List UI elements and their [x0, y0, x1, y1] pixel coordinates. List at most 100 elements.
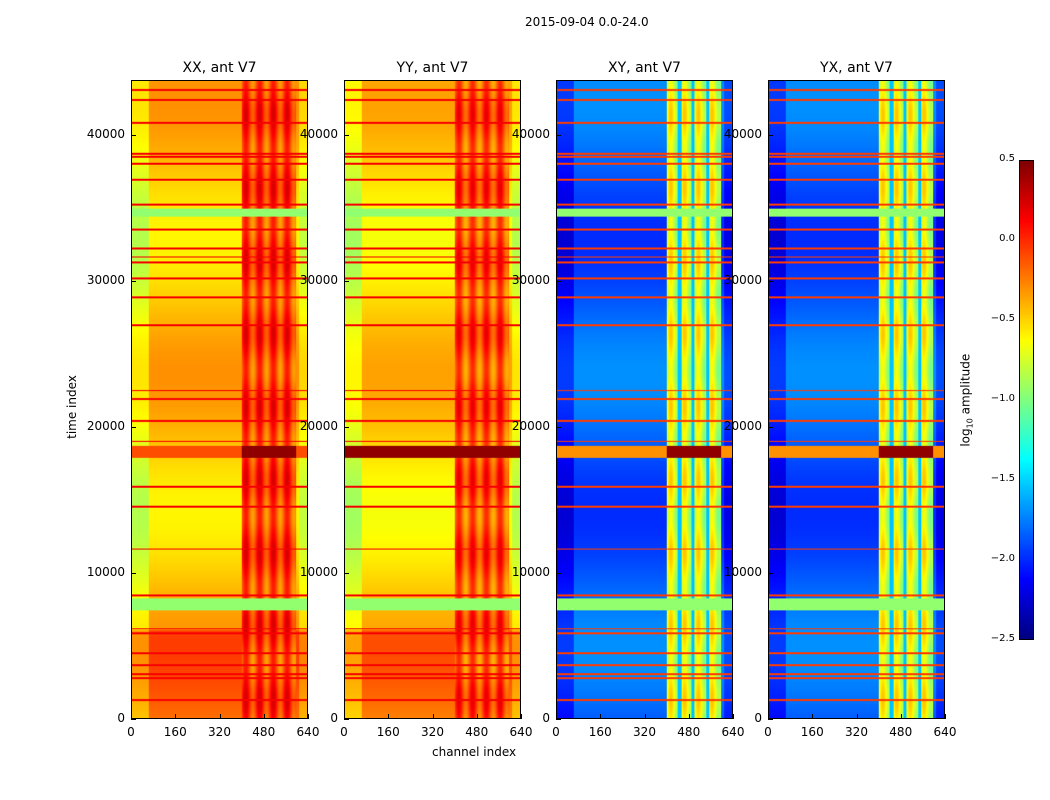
colorbar-label-base: log	[958, 428, 973, 447]
y-tick-label: 20000	[723, 419, 762, 434]
x-tick-label: 160	[376, 725, 400, 739]
x-tick-label: 160	[163, 725, 187, 739]
x-tick-label: 320	[421, 725, 444, 739]
x-tick-label: 480	[889, 725, 913, 739]
x-tick-label: 320	[845, 725, 868, 739]
x-tick-label: 480	[252, 725, 276, 739]
x-tick-label: 480	[677, 725, 701, 739]
y-tick	[768, 281, 773, 283]
colorbar-tick-label: −1.0	[990, 393, 1015, 404]
heatmap-0	[131, 80, 308, 719]
x-tick	[131, 714, 132, 719]
y-tick	[131, 135, 136, 137]
x-tick-label: 640	[509, 725, 533, 739]
x-tick-label: 0	[552, 725, 560, 739]
x-tick	[733, 714, 734, 719]
x-tick	[521, 714, 522, 719]
x-tick	[476, 714, 478, 719]
y-tick-label: 20000	[511, 419, 550, 434]
panel-title: XX, ant V7	[182, 60, 257, 76]
y-tick	[344, 573, 349, 574]
colorbar-tick-label: −1.5	[990, 473, 1015, 484]
panel-title: YX, ant V7	[820, 60, 893, 76]
x-tick-label: 0	[764, 725, 772, 739]
y-tick	[344, 427, 349, 429]
x-tick	[900, 714, 902, 719]
heatmap-3	[768, 80, 945, 719]
y-tick-label: 30000	[723, 273, 762, 288]
y-tick-label: 30000	[86, 273, 125, 288]
x-tick	[388, 714, 390, 719]
y-tick-label: 40000	[299, 127, 338, 142]
x-tick	[175, 714, 177, 719]
colorbar-tick-label: −2.5	[990, 633, 1015, 644]
y-tick-label: 0	[117, 711, 125, 725]
colorbar-label-sub: 10	[965, 418, 975, 429]
y-tick-label: 10000	[299, 565, 338, 579]
y-axis-label: time index	[64, 375, 79, 439]
colorbar-tick-label: 0.5	[999, 153, 1015, 164]
y-tick	[131, 427, 136, 429]
colorbar-label-rest: amplitude	[958, 353, 973, 419]
figure-title: 2015-09-04 0.0-24.0	[525, 15, 649, 29]
y-tick	[768, 573, 773, 574]
y-tick	[556, 573, 561, 574]
x-tick-label: 320	[208, 725, 231, 739]
x-tick	[688, 714, 690, 719]
y-tick-label: 40000	[723, 127, 762, 142]
y-tick	[131, 719, 136, 720]
y-tick	[131, 281, 136, 283]
y-tick	[131, 573, 136, 574]
y-tick-label: 40000	[86, 127, 125, 142]
y-tick	[344, 135, 349, 137]
x-tick	[945, 714, 946, 719]
colorbar	[1019, 160, 1034, 640]
x-tick	[556, 714, 557, 719]
x-tick	[600, 714, 602, 719]
y-tick	[344, 281, 349, 283]
x-tick	[263, 714, 265, 719]
x-tick-label: 160	[588, 725, 612, 739]
x-tick-label: 160	[800, 725, 824, 739]
y-tick-label: 10000	[86, 565, 125, 579]
y-tick-label: 20000	[86, 419, 125, 434]
x-tick	[856, 714, 858, 719]
heatmap-2	[556, 80, 733, 719]
heatmap-1	[344, 80, 521, 719]
x-tick	[812, 714, 814, 719]
x-tick	[644, 714, 646, 719]
x-tick	[432, 714, 434, 719]
y-tick-label: 0	[542, 711, 550, 725]
x-axis-label: channel index	[432, 745, 517, 759]
y-tick-label: 30000	[299, 273, 338, 288]
y-tick-label: 20000	[299, 419, 338, 434]
x-tick-label: 0	[127, 725, 135, 739]
y-tick	[344, 719, 349, 720]
y-tick-label: 0	[330, 711, 338, 725]
x-tick-label: 640	[721, 725, 745, 739]
colorbar-tick-label: −2.0	[990, 553, 1015, 564]
x-tick	[219, 714, 221, 719]
y-tick	[768, 135, 773, 137]
y-tick-label: 30000	[511, 273, 550, 288]
x-tick-label: 640	[933, 725, 957, 739]
y-tick	[556, 135, 561, 137]
panel-title: YY, ant V7	[396, 60, 469, 76]
x-tick-label: 640	[296, 725, 320, 739]
y-tick	[556, 281, 561, 283]
panel-title: XY, ant V7	[608, 60, 681, 76]
colorbar-tick-label: −0.5	[990, 313, 1015, 324]
x-tick	[344, 714, 345, 719]
x-tick-label: 0	[340, 725, 348, 739]
x-tick-label: 480	[465, 725, 489, 739]
x-tick	[768, 714, 769, 719]
y-tick-label: 40000	[511, 127, 550, 142]
y-tick	[768, 719, 773, 720]
y-tick	[768, 427, 773, 429]
y-tick-label: 0	[754, 711, 762, 725]
colorbar-label: log10 amplitude	[958, 354, 974, 447]
x-tick-label: 320	[633, 725, 656, 739]
y-tick-label: 10000	[723, 565, 762, 579]
y-tick-label: 10000	[511, 565, 550, 579]
